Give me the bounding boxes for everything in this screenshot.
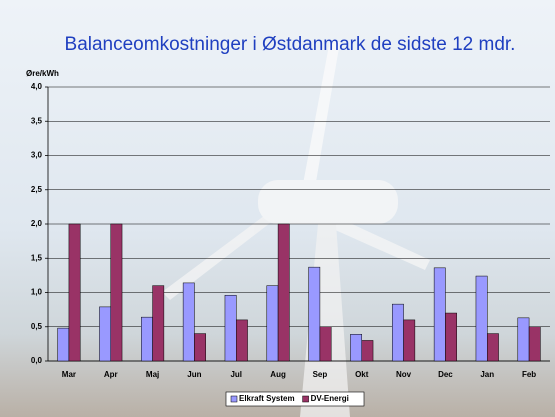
- bar: [224, 294, 237, 362]
- chart-title: Balanceomkostninger i Østdanmark de sids…: [65, 34, 516, 55]
- bar: [528, 326, 541, 362]
- x-tick-label: Nov: [396, 370, 412, 379]
- bar: [110, 223, 123, 362]
- bar: [392, 303, 404, 362]
- bar: [350, 334, 362, 362]
- x-tick-label: Apr: [104, 370, 118, 379]
- x-tick-label: Jul: [230, 370, 242, 379]
- bar: [182, 282, 195, 362]
- x-tick-label: Feb: [522, 370, 536, 379]
- bar: [194, 333, 206, 362]
- bar: [277, 223, 290, 362]
- x-tick-label: Sep: [313, 370, 328, 379]
- x-tick-label: Okt: [355, 370, 369, 379]
- bar: [308, 266, 321, 362]
- y-tick-label: 0,5: [31, 322, 43, 331]
- bar: [57, 327, 70, 362]
- bar: [487, 333, 499, 362]
- bar: [99, 306, 112, 362]
- bar: [475, 275, 488, 362]
- y-tick-label: 3,5: [31, 116, 43, 125]
- legend-label: Elkraft System: [239, 394, 295, 403]
- y-axis-label: Øre/kWh: [26, 69, 59, 78]
- bar: [319, 326, 332, 362]
- y-tick-label: 3,0: [31, 151, 43, 160]
- x-tick-label: Jun: [187, 370, 201, 379]
- y-tick-label: 2,5: [31, 185, 43, 194]
- bar: [152, 285, 165, 362]
- turbine-decoration: [162, 40, 430, 417]
- bar: [266, 285, 279, 362]
- x-tick-label: Aug: [270, 370, 286, 379]
- legend-label: DV-Energi: [311, 394, 349, 403]
- y-tick-label: 1,5: [31, 253, 43, 262]
- x-tick-label: Mar: [62, 370, 76, 379]
- legend-swatch: [230, 395, 238, 403]
- x-tick-label: Jan: [480, 370, 494, 379]
- bar: [236, 319, 248, 362]
- x-tick-label: Maj: [146, 370, 159, 379]
- legend-swatch: [302, 395, 309, 403]
- y-tick-label: 2,0: [31, 219, 43, 228]
- x-tick-label: Dec: [438, 370, 453, 379]
- legend-box: [225, 391, 365, 407]
- bar: [141, 316, 153, 362]
- y-tick-label: 0,0: [31, 356, 43, 365]
- bar: [68, 223, 81, 362]
- bar: [361, 340, 374, 362]
- bar: [517, 317, 530, 362]
- y-tick-label: 4,0: [31, 82, 43, 91]
- y-tick-label: 1,0: [31, 288, 43, 297]
- bar: [433, 267, 446, 362]
- bar: [403, 319, 416, 362]
- bar: [445, 312, 457, 362]
